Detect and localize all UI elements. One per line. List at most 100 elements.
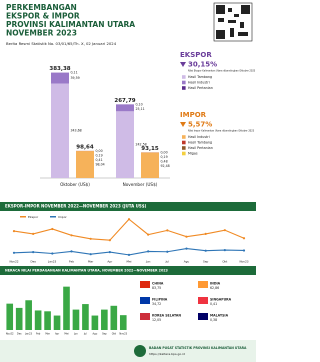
bar (119, 315, 127, 330)
legend-label: Hasil Tambang (188, 141, 212, 145)
bar-segment (141, 152, 159, 178)
legend-swatch (50, 216, 56, 218)
change-label: 5,57% (188, 121, 212, 129)
partner-value: 12,05 (152, 318, 161, 322)
x-tick-label: Mei (64, 333, 69, 336)
footer-url: https://kaltara.bps.go.id (149, 352, 185, 356)
legend-label: Hasil Pertanian (188, 146, 213, 150)
point (32, 251, 35, 254)
legend-label: Hasil Tambang (188, 75, 212, 79)
subtitle: Berita Resmi Statistik No. 03/01/65/Th. … (6, 41, 117, 46)
segment-label: 242,58 (136, 143, 147, 147)
legend-label: Hasil Pertanian (188, 86, 213, 90)
x-tick-label: Oktober (US$) (60, 182, 90, 187)
flag (198, 313, 208, 320)
total-label: 98,64 (76, 144, 94, 150)
bar (15, 307, 23, 330)
point (166, 250, 169, 253)
partner-value: 0,41 (210, 302, 217, 306)
x-tick-label: Agu (93, 333, 98, 336)
segment-label: 343,68 (71, 129, 82, 133)
x-tick-label: Mar (88, 260, 94, 264)
legend-label: Hasil Industri (188, 81, 210, 85)
x-tick-label: Jan23 (24, 333, 32, 336)
total-label: 383,38 (49, 66, 70, 72)
point (70, 250, 73, 253)
panel-title: EKSPOR (180, 51, 212, 59)
flag (140, 297, 150, 304)
point (147, 250, 150, 253)
down-arrow (180, 122, 186, 127)
chart-title: EKSPOR-IMPOR NOVEMBER 2022—NOVEMBER 2023… (5, 204, 147, 209)
point (32, 232, 35, 235)
point (108, 239, 111, 242)
legend-swatch (182, 80, 186, 85)
x-tick-label: Agu (184, 260, 190, 264)
point (51, 227, 54, 231)
x-tick-label: Jun (145, 260, 151, 264)
legend-swatch (182, 135, 186, 139)
partner-value: 62,86 (210, 286, 219, 290)
bar-segment (51, 72, 69, 84)
x-tick-label: Nov23 (239, 260, 248, 264)
bar (6, 303, 14, 330)
point (204, 249, 207, 252)
point (242, 249, 246, 252)
legend-label: Impor (58, 215, 68, 219)
total-label: 93,15 (141, 146, 159, 152)
panel-note: Nilai Ekspor Kalimantan Utara dibandingk… (188, 70, 256, 73)
bar (101, 309, 108, 330)
x-tick-label: Nov22 (9, 260, 18, 264)
x-tick-label: Jul (83, 333, 87, 336)
partner-country: INDIA (210, 282, 221, 286)
bar (34, 310, 42, 330)
legend-label: Hasil Industri (188, 135, 210, 139)
legend-swatch (182, 86, 186, 90)
partner-country: CHINA (152, 282, 164, 286)
segment-label: 0,48 (161, 159, 168, 163)
panel-note: Nilai Impor Kalimantan Utara dibandingka… (188, 130, 255, 133)
partner-country: MALAYSIA (210, 314, 229, 318)
point (185, 235, 188, 238)
legend-swatch (182, 151, 186, 156)
neraca-band (0, 266, 256, 275)
bar-segment (51, 83, 69, 178)
segment-label: 0,19 (161, 155, 168, 159)
x-tick-label: Apr (107, 260, 113, 264)
title-line: PERKEMBANGAN (6, 3, 77, 12)
point (108, 251, 111, 254)
legend-swatch (182, 140, 186, 145)
segment-label: 0,10 (136, 102, 143, 106)
bar-segment (116, 104, 134, 112)
bar (53, 315, 61, 330)
partner-country: KOREA SELATAN (152, 314, 181, 318)
x-tick-label: Jan23 (47, 260, 56, 264)
bar (91, 315, 99, 330)
x-tick-label: Des (30, 260, 36, 264)
bar (110, 305, 118, 330)
point (12, 251, 16, 254)
x-tick-label: Des (17, 333, 22, 336)
segment-label: 0,11 (71, 71, 78, 75)
title-line: NOVEMBER 2023 (6, 29, 77, 38)
point (242, 237, 246, 240)
x-tick-label: Nov22 (6, 333, 14, 336)
down-arrow (180, 62, 186, 67)
panel-title: IMPOR (180, 111, 207, 119)
x-tick-label: Okt (112, 333, 116, 336)
bps-logo (134, 345, 146, 357)
point (89, 237, 92, 240)
bar (72, 309, 80, 330)
legend-swatch (20, 216, 26, 218)
footer-band (0, 340, 256, 362)
bar (44, 311, 51, 330)
change-label: 30,15% (188, 61, 217, 69)
x-tick-label: Jun (73, 333, 78, 336)
line-chart-band (0, 202, 256, 211)
point (12, 230, 16, 233)
point (127, 253, 131, 256)
partner-value: 83,75 (152, 286, 161, 290)
bar (82, 304, 89, 330)
qr-code (213, 2, 253, 42)
